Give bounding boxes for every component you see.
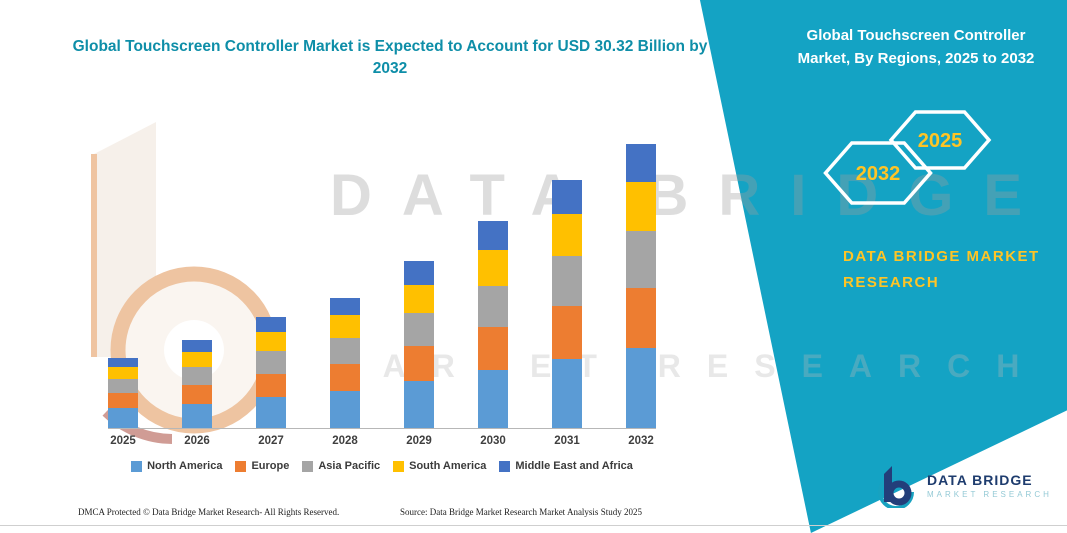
watermark-line2: MARKET RESEARCH (330, 348, 1046, 384)
segment-north-america-2030 (478, 369, 508, 428)
segment-asia-pacific-2026 (182, 367, 212, 385)
segment-asia-pacific-2031 (552, 256, 582, 307)
x-label-2030: 2030 (480, 435, 506, 447)
segment-middle-east-and-africa-2032 (626, 143, 656, 183)
segment-north-america-2032 (626, 348, 656, 428)
bar-2031 (552, 179, 582, 428)
legend-item-north-america: North America (131, 460, 222, 472)
segment-europe-2026 (182, 384, 212, 404)
legend-item-south-america: South America (393, 460, 486, 472)
x-label-2027: 2027 (258, 435, 284, 447)
bar-2028 (330, 297, 360, 428)
footer-source: Source: Data Bridge Market Research Mark… (400, 507, 642, 517)
segment-europe-2030 (478, 326, 508, 370)
segment-north-america-2026 (182, 403, 212, 428)
segment-europe-2025 (108, 393, 138, 409)
x-label-2031: 2031 (554, 435, 580, 447)
segment-asia-pacific-2030 (478, 285, 508, 327)
segment-north-america-2025 (108, 408, 138, 428)
hexagon-2025 (888, 110, 992, 170)
segment-middle-east-and-africa-2029 (404, 261, 434, 285)
legend-label-europe: Europe (251, 460, 290, 472)
segment-south-america-2026 (182, 352, 212, 368)
legend-label-middle-east-and-africa: Middle East and Africa (515, 460, 633, 472)
side-panel-brand: DATA BRIDGE MARKET RESEARCH (843, 248, 1040, 291)
stacked-bar-chart: 2025 2026 2027 2028 2029 2030 2031 2032 North A… (108, 128, 656, 472)
bar-2026 (182, 339, 212, 428)
segment-middle-east-and-africa-2031 (552, 179, 582, 215)
watermark-line1: DATA BRIDGE (330, 163, 1053, 228)
legend-item-europe: Europe (235, 460, 289, 472)
segment-south-america-2029 (404, 284, 434, 313)
legend-swatch-south-america (393, 460, 405, 472)
segment-north-america-2028 (330, 391, 360, 428)
x-label-2025: 2025 (110, 435, 136, 447)
bar-2032 (626, 143, 656, 428)
chart-title: Global Touchscreen Controller Market is … (72, 38, 708, 78)
hex-year-2032: 2032 (856, 163, 901, 185)
side-panel-title: Global Touchscreen Controller Market, By… (797, 27, 1035, 68)
segment-south-america-2031 (552, 214, 582, 257)
segment-europe-2031 (552, 306, 582, 359)
segment-middle-east-and-africa-2028 (330, 297, 360, 316)
segment-south-america-2030 (478, 249, 508, 286)
hex-year-2025: 2025 (918, 130, 963, 152)
segment-middle-east-and-africa-2026 (182, 339, 212, 353)
legend: North America Europe Asia Pacific South Ame… (108, 460, 656, 472)
legend-label-north-america: North America (147, 460, 223, 472)
segment-asia-pacific-2025 (108, 379, 138, 394)
logo-name: DATA BRIDGE (927, 471, 1033, 488)
segment-middle-east-and-africa-2030 (478, 220, 508, 250)
legend-swatch-europe (235, 460, 247, 472)
segment-asia-pacific-2028 (330, 337, 360, 365)
footer-divider (0, 525, 1067, 526)
x-label-2029: 2029 (406, 435, 432, 447)
x-axis-labels: 2025 2026 2027 2028 2029 2030 2031 2032 (108, 435, 656, 447)
x-label-2026: 2026 (184, 435, 210, 447)
x-label-2028: 2028 (332, 435, 358, 447)
bar-2027 (256, 317, 286, 428)
segment-north-america-2029 (404, 381, 434, 428)
data-bridge-logo: DATA BRIDGE MARKET RESEARCH (872, 462, 1052, 508)
bar-2029 (404, 261, 434, 428)
segment-north-america-2027 (256, 397, 286, 428)
segment-middle-east-and-africa-2025 (108, 357, 138, 368)
segment-south-america-2025 (108, 367, 138, 380)
x-label-2032: 2032 (628, 435, 654, 447)
segment-europe-2028 (330, 364, 360, 392)
legend-item-asia-pacific: Asia Pacific (302, 460, 380, 472)
segment-north-america-2031 (552, 358, 582, 428)
segment-south-america-2028 (330, 315, 360, 338)
segment-south-america-2032 (626, 182, 656, 232)
segment-europe-2032 (626, 288, 656, 349)
legend-label-asia-pacific: Asia Pacific (318, 460, 381, 472)
bar-2025 (108, 357, 138, 428)
data-bridge-logo-icon (878, 466, 914, 508)
segment-europe-2027 (256, 373, 286, 398)
legend-swatch-north-america (131, 460, 143, 472)
bars-area (108, 128, 656, 429)
segment-asia-pacific-2032 (626, 231, 656, 289)
legend-swatch-asia-pacific (302, 460, 314, 472)
legend-swatch-middle-east-and-africa (499, 460, 511, 472)
segment-asia-pacific-2027 (256, 351, 286, 374)
footer-dmca: DMCA Protected © Data Bridge Market Rese… (78, 507, 340, 517)
segment-south-america-2027 (256, 332, 286, 352)
hexagon-2032 (823, 141, 933, 205)
legend-item-middle-east-and-africa: Middle East and Africa (499, 460, 633, 472)
segment-europe-2029 (404, 346, 434, 382)
bar-2030 (478, 220, 508, 428)
segment-middle-east-and-africa-2027 (256, 317, 286, 333)
logo-subtitle: MARKET RESEARCH (927, 489, 1052, 499)
legend-label-south-america: South America (409, 460, 487, 472)
segment-asia-pacific-2029 (404, 312, 434, 347)
year-hexagons: 2032 2025 (823, 110, 992, 205)
